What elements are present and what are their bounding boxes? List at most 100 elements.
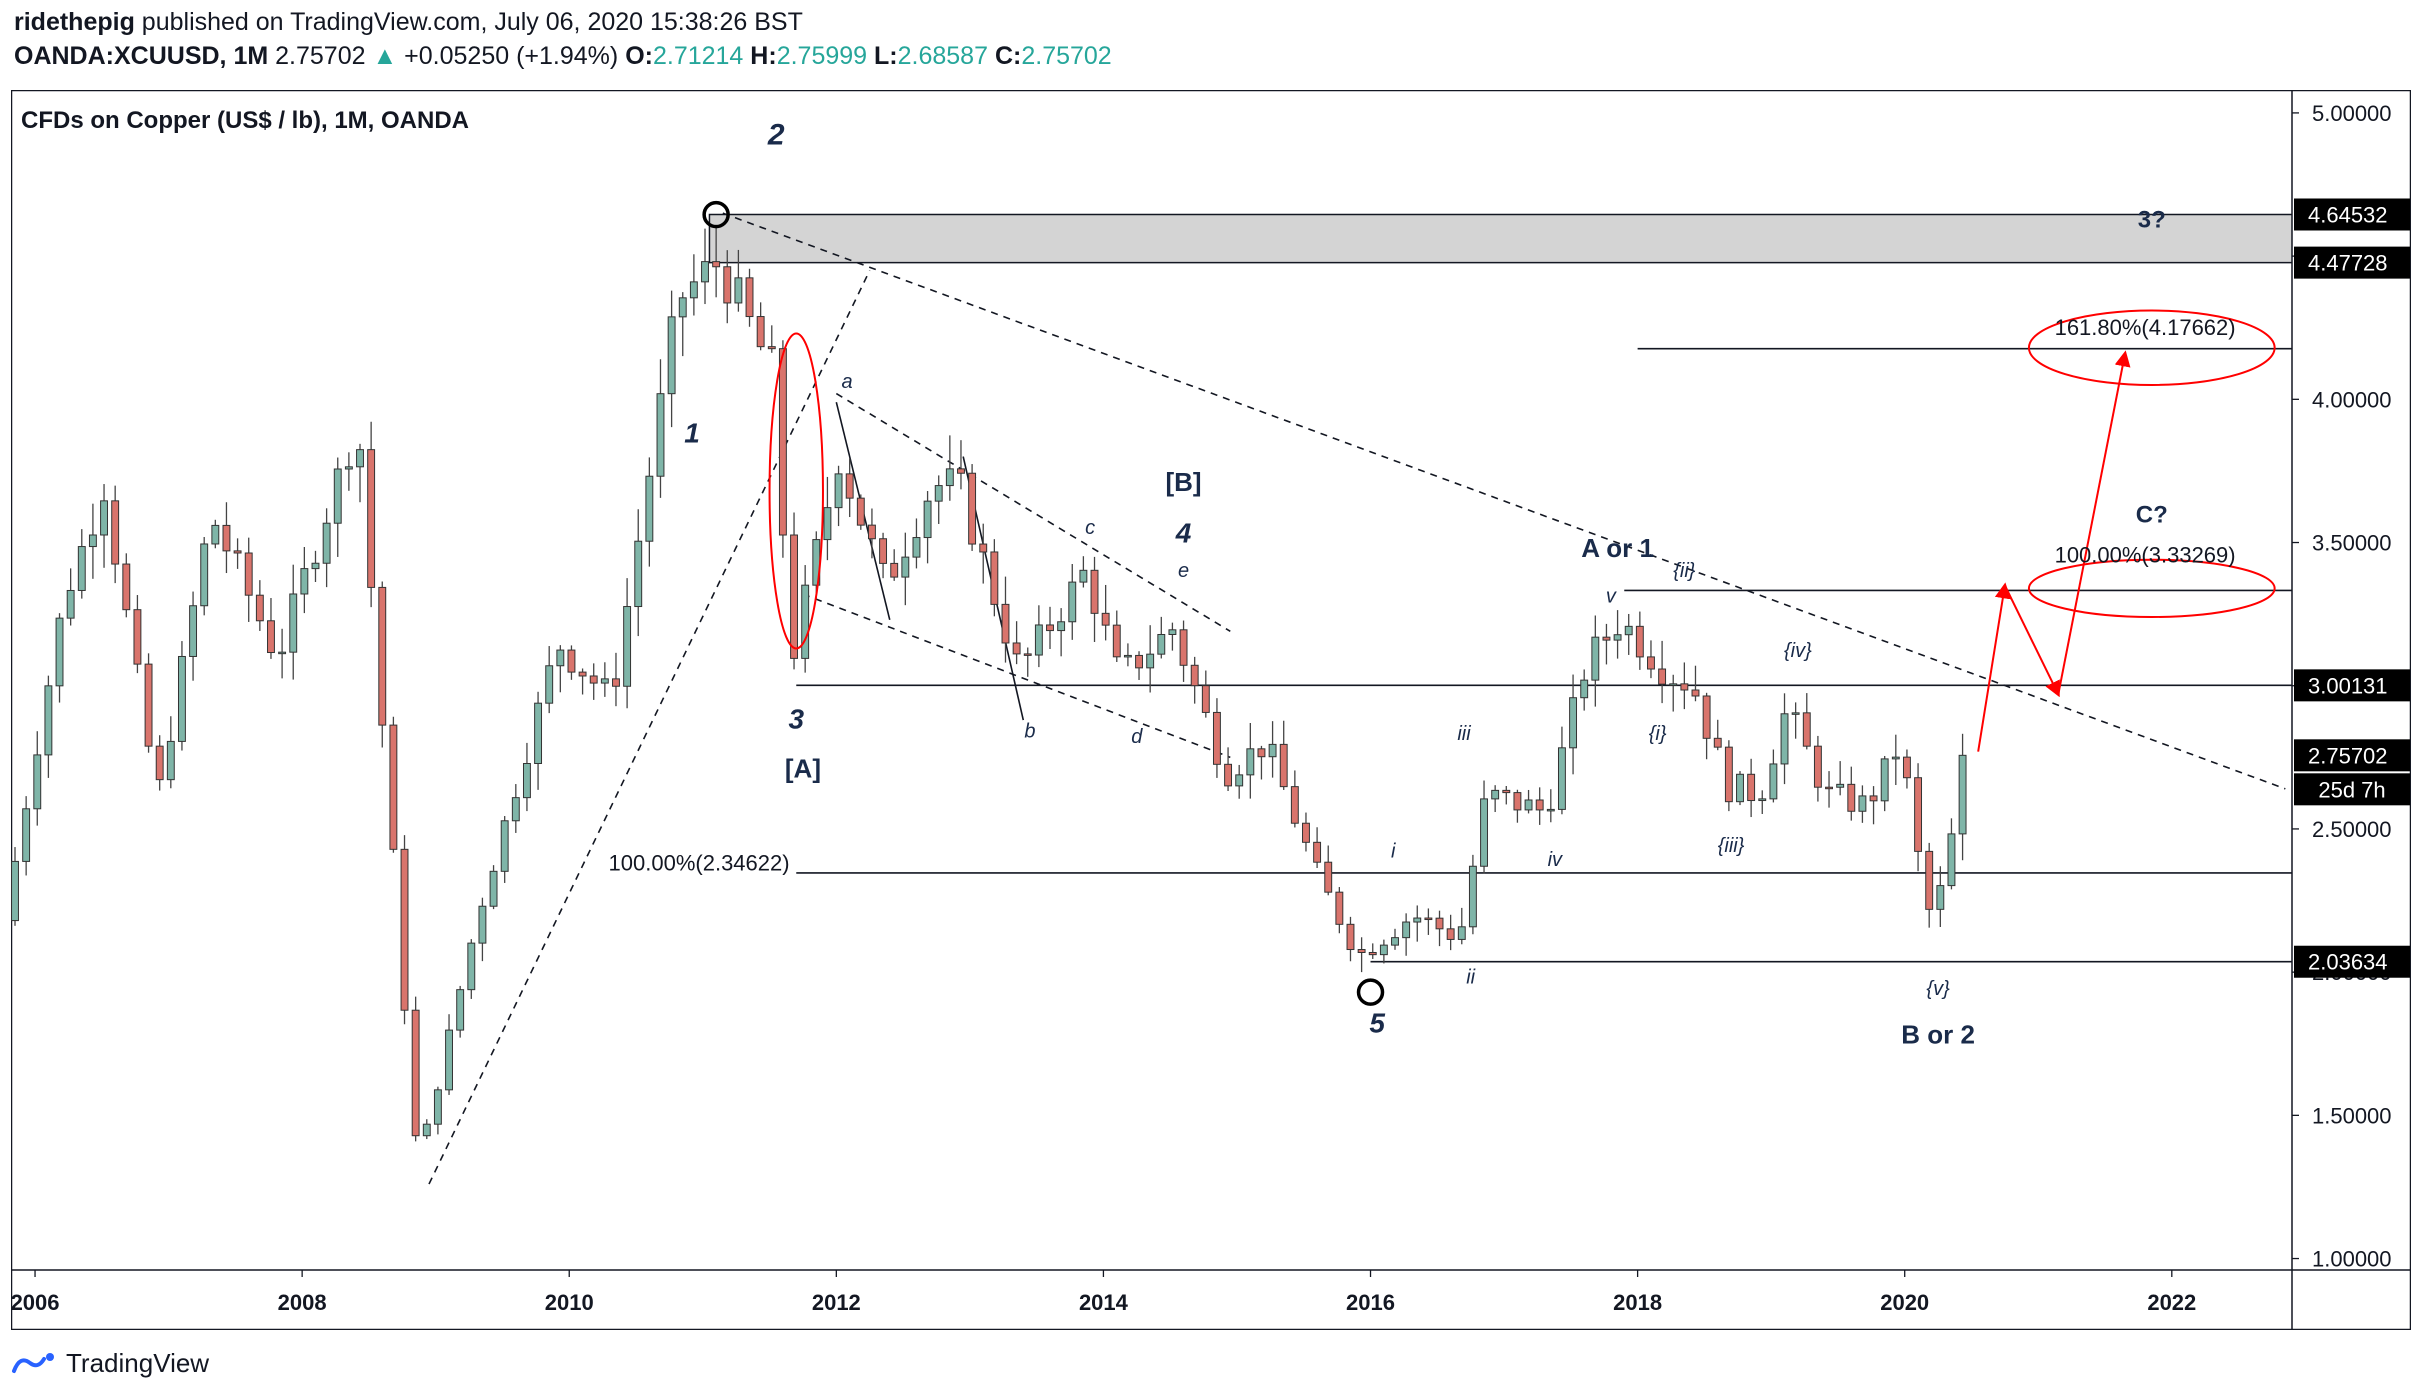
wave-label: 1 xyxy=(684,417,700,448)
bearish-candle-body xyxy=(990,551,999,605)
bearish-candle-body xyxy=(890,562,899,578)
candle xyxy=(111,485,120,584)
plot-border xyxy=(11,90,2411,1330)
bullish-candle-body xyxy=(1491,789,1500,800)
bearish-candle-body xyxy=(1435,917,1444,930)
candle xyxy=(1101,584,1110,641)
bullish-candle-body xyxy=(1068,581,1077,623)
price-chart[interactable]: CFDs on Copper (US$ / lb), 1M, OANDA 100… xyxy=(11,90,2411,1330)
bullish-candle-body xyxy=(934,485,943,502)
candle xyxy=(634,509,643,637)
candle xyxy=(1302,812,1310,852)
price-label-text: 4.47728 xyxy=(2308,251,2388,276)
candle xyxy=(1825,771,1833,808)
bearish-candle-body xyxy=(867,524,876,540)
wave-label: 5 xyxy=(1369,1007,1385,1038)
bearish-candle-body xyxy=(389,724,398,850)
candle xyxy=(189,591,198,681)
candle xyxy=(1880,755,1889,812)
candle xyxy=(1602,623,1611,665)
bullish-candle-body xyxy=(645,475,654,542)
bearish-candle-body xyxy=(723,266,732,304)
bullish-candle-body xyxy=(55,617,64,687)
bearish-candle-body xyxy=(1368,951,1377,956)
candle xyxy=(1914,763,1923,872)
price-label-text: 3.00131 xyxy=(2308,673,2388,698)
candle xyxy=(1057,608,1066,657)
candle xyxy=(734,249,743,312)
fib-level-label: 161.80%(4.17662) xyxy=(2055,315,2236,340)
candle xyxy=(267,598,275,659)
candle xyxy=(1958,733,1967,861)
candle xyxy=(1212,698,1221,778)
bearish-candle-body xyxy=(790,534,798,659)
candle xyxy=(801,565,810,673)
bullish-candle-body xyxy=(1546,808,1555,812)
candle xyxy=(1758,790,1767,815)
candle xyxy=(333,457,342,557)
dashed-trendline xyxy=(722,212,2286,790)
countdown-box xyxy=(2294,773,2410,806)
bearish-candle-body xyxy=(122,563,131,611)
candle xyxy=(33,731,42,826)
bearish-candle-body xyxy=(1502,789,1511,794)
bullish-candle-body xyxy=(1057,621,1066,632)
symbol-name: OANDA:XCUUSD, 1M xyxy=(14,42,269,70)
candle xyxy=(1691,665,1700,702)
wave-label: e xyxy=(1178,560,1189,582)
bullish-candle-body xyxy=(289,593,298,653)
wave-label: {i} xyxy=(1649,723,1667,745)
candle xyxy=(133,595,142,674)
candle xyxy=(467,939,476,999)
candle xyxy=(1090,556,1099,642)
bullish-candle-body xyxy=(1758,798,1767,802)
bearish-candle-body xyxy=(968,472,977,545)
candle xyxy=(1480,780,1488,874)
candle xyxy=(689,254,698,316)
candle xyxy=(600,662,609,697)
plot-area xyxy=(11,212,2292,1185)
candle xyxy=(867,508,876,559)
candle xyxy=(912,518,921,569)
bullish-candle-body xyxy=(1858,795,1867,812)
bullish-candle-body xyxy=(445,1029,453,1091)
symbol-line: OANDA:XCUUSD, 1M 2.75702 ▲ +0.05250 (+1.… xyxy=(14,42,1112,71)
candle xyxy=(1068,564,1077,640)
candle xyxy=(678,292,687,357)
bearish-candle-body xyxy=(233,550,242,554)
bullish-candle-body xyxy=(1524,799,1533,811)
bullish-candle-body xyxy=(834,473,843,509)
bearish-candle-body xyxy=(767,346,776,350)
candle xyxy=(901,532,910,606)
bullish-candle-body xyxy=(278,651,287,655)
published-text: published on TradingView.com, July 06, 2… xyxy=(141,8,803,36)
dashed-trendline xyxy=(835,392,1231,632)
bullish-candle-body xyxy=(511,797,520,822)
bullish-candle-body xyxy=(1457,926,1466,940)
candle xyxy=(790,512,798,670)
bearish-candle-body xyxy=(1179,629,1188,666)
wave-label: A or 1 xyxy=(1581,533,1654,563)
resistance-zone xyxy=(708,213,2292,264)
tradingview-footer[interactable]: TradingView xyxy=(10,1348,209,1379)
candle xyxy=(367,421,376,608)
candle xyxy=(556,645,565,693)
bullish-candle-body xyxy=(1836,783,1845,788)
high-value: 2.75999 xyxy=(776,42,868,70)
candle xyxy=(500,816,509,883)
candle xyxy=(177,641,186,751)
author-name[interactable]: ridethepig xyxy=(14,8,135,36)
bullish-candle-body xyxy=(77,546,86,591)
candle xyxy=(1268,721,1277,778)
footer-brand: TradingView xyxy=(66,1348,210,1378)
bearish-candle-body xyxy=(1747,773,1756,802)
bullish-candle-body xyxy=(1613,634,1622,641)
candle xyxy=(166,716,175,789)
candle xyxy=(745,268,754,327)
close-value: 2.75702 xyxy=(1021,42,1112,70)
bullish-candle-body xyxy=(1591,636,1600,681)
bearish-candle-body xyxy=(1914,777,1923,852)
tradingview-logo-icon xyxy=(12,1352,54,1373)
bullish-candle-body xyxy=(467,942,476,991)
bullish-candle-body xyxy=(1157,633,1166,655)
